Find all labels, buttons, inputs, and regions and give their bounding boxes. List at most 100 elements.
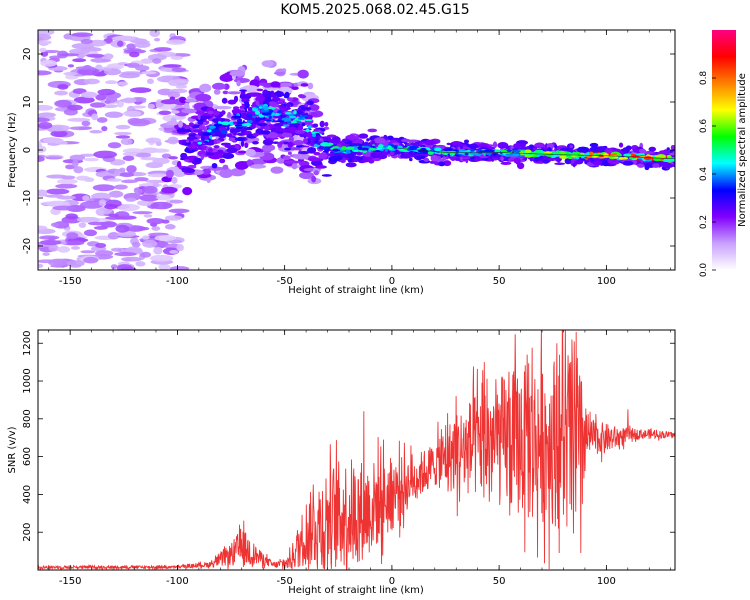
spectrogram-ridge-cell	[279, 104, 286, 108]
spectrogram-ridge-cell	[289, 123, 301, 126]
snr-y-axis-label: SNR (v/v)	[7, 426, 18, 473]
spectrogram-noise-speckle	[52, 205, 76, 211]
spectrogram-ridge-cell	[356, 156, 364, 161]
spectrogram-x-tick-label: -100	[166, 276, 189, 287]
spectrogram-ridge-cell	[618, 142, 624, 148]
spectrogram-ridge-core	[399, 149, 408, 152]
spectrogram-noise-speckle	[150, 201, 173, 210]
spectrogram-noise-speckle	[158, 110, 172, 115]
spectrogram-y-ticks: -20 -10 0 10 20	[22, 48, 675, 254]
spectrogram-noise-speckle	[38, 117, 50, 123]
spectrogram-noise-speckle	[219, 169, 233, 178]
spectrogram-noise-speckle	[72, 88, 87, 94]
spectrogram-ridge-core	[234, 124, 243, 127]
spectrogram-ridge-core	[458, 149, 466, 152]
spectrogram-ridge-core	[242, 123, 252, 127]
spectrogram-ridge-cell	[197, 150, 207, 157]
spectrogram-noise-speckle	[39, 239, 62, 246]
spectrogram-y-tick-label: -10	[22, 190, 33, 206]
spectrogram-noise-speckle	[152, 181, 160, 188]
snr-frame	[37, 329, 676, 571]
spectrogram-y-tick-label: 0	[22, 147, 33, 153]
spectrogram-noise-speckle	[66, 240, 85, 246]
spectrogram-noise-speckle	[96, 209, 105, 215]
spectrogram-ridge-cell	[408, 157, 413, 162]
spectrogram-ridge-cell	[341, 138, 350, 143]
spectrogram-noise-speckle	[65, 164, 75, 170]
spectrogram-ridge-cell	[197, 114, 201, 121]
spectrogram-ridge-core	[434, 147, 442, 152]
spectrogram-ridge-core	[273, 123, 284, 127]
spectrogram-ridge-cell	[184, 159, 190, 162]
spectrogram-noise-speckle	[176, 160, 182, 168]
spectrogram-noise-speckle	[38, 104, 54, 111]
spectrogram-ridge-core	[470, 148, 475, 152]
spectrogram-noise-speckle	[63, 71, 78, 76]
spectrogram-noise-speckle	[89, 129, 103, 134]
spectrogram-ridge-core	[385, 146, 395, 150]
spectrogram-ridge-core	[277, 110, 282, 114]
spectrogram-noise-speckle	[201, 168, 212, 175]
spectrogram-noise-speckle	[167, 136, 179, 145]
spectrogram-ridge-cell	[497, 142, 509, 149]
spectrogram-ridge-cell	[328, 155, 341, 162]
spectrogram-ridge-cell	[668, 152, 675, 156]
spectrogram-noise-speckle	[47, 258, 68, 267]
spectrogram-noise-speckle	[57, 83, 69, 90]
spectrogram-noise-speckle	[126, 43, 136, 50]
spectrogram-noise-speckle	[45, 156, 63, 160]
spectrogram-noise-speckle	[119, 172, 135, 178]
spectrogram-noise-speckle	[134, 41, 151, 48]
spectrogram-ridge-cell	[666, 147, 670, 151]
spectrogram-noise-speckle	[38, 70, 52, 76]
spectrogram-noise-speckle	[168, 79, 188, 87]
spectrogram-ridge-core	[622, 156, 629, 160]
spectrogram-ridge-cell	[355, 134, 360, 140]
spectrogram-ridge-core	[332, 146, 340, 149]
spectrogram-noise-speckle	[154, 37, 161, 42]
spectrogram-ridge-core	[231, 121, 240, 125]
spectrogram-noise-speckle	[164, 224, 176, 230]
spectrogram-ridge-cell	[454, 157, 461, 161]
spectrogram-x-tick-label: 100	[597, 276, 616, 287]
spectrogram-ridge-cell	[303, 137, 308, 144]
spectrogram-noise-speckle	[139, 194, 160, 202]
spectrogram-noise-speckle	[115, 124, 131, 130]
spectrogram-ridge-cell	[387, 154, 391, 157]
spectrogram-ridge-cell	[207, 110, 214, 115]
spectrogram-ridge-cell	[264, 96, 272, 103]
spectrogram-noise-speckle	[76, 175, 90, 181]
spectrogram-ridge-cell	[255, 117, 261, 122]
spectrogram-ridge-cell	[258, 82, 267, 86]
spectrogram-noise-speckle	[212, 82, 226, 90]
spectrogram-noise-speckle	[116, 40, 124, 47]
spectrogram-ridge-cell	[462, 156, 471, 160]
spectrogram-ridge-cell	[621, 147, 630, 154]
spectrogram-ridge-cell	[324, 121, 329, 127]
spectrogram-noise-speckle	[117, 203, 140, 212]
spectrogram-ridge-cell	[424, 139, 436, 146]
spectrogram-noise-speckle	[115, 135, 131, 139]
spectrogram-noise-speckle	[131, 241, 141, 248]
spectrogram-noise-speckle	[195, 93, 212, 102]
spectrogram-ridge-core	[492, 153, 497, 156]
spectrogram-ridge-cell	[500, 161, 512, 165]
spectrogram-noise-speckle	[38, 189, 48, 197]
snr-y-tick-label: 1200	[22, 331, 33, 356]
spectrogram-ridge-cell	[270, 81, 281, 88]
spectrogram-noise-speckle	[66, 260, 85, 267]
spectrogram-noise-speckle	[121, 179, 139, 184]
spectrogram-y-tick-label: 10	[22, 96, 33, 109]
colorbar-label: Normalized spectral amplitude	[737, 73, 748, 227]
spectrogram-ridge-cell	[622, 160, 634, 166]
spectrogram-ridge-core	[211, 129, 221, 133]
colorbar-tick-label: 0.8	[699, 71, 709, 86]
spectrogram-ridge-cell	[294, 129, 306, 134]
spectrogram-ridge-cell	[638, 148, 647, 154]
spectrogram-noise-speckle	[147, 103, 155, 110]
spectrogram-noise-speckle	[38, 155, 45, 163]
spectrogram-noise-speckle	[65, 213, 78, 220]
spectrogram-noise-speckle	[92, 184, 116, 192]
spectrogram-ridge-cell	[676, 154, 682, 158]
